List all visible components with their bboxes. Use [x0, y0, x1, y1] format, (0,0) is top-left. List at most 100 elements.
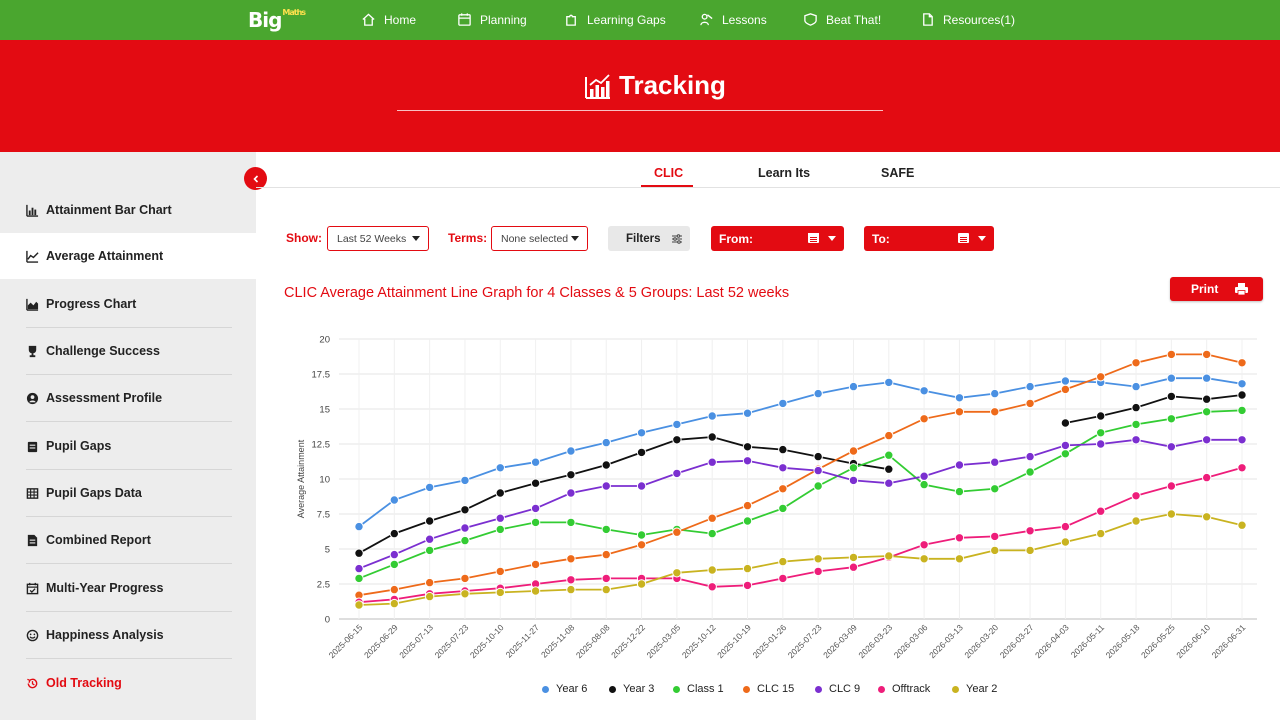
data-point	[1237, 520, 1247, 530]
data-point	[813, 554, 823, 564]
nav-home[interactable]: Home	[361, 12, 416, 27]
table-icon	[26, 487, 39, 499]
show-label: Show:	[286, 231, 322, 245]
data-point	[601, 573, 611, 584]
sidebar-item-pupil-gaps[interactable]: Pupil Gaps	[0, 423, 256, 469]
data-point	[1096, 428, 1106, 438]
calendar-icon	[808, 233, 819, 243]
legend-item[interactable]: CLC 9	[815, 683, 860, 695]
data-point	[778, 398, 788, 409]
data-point	[954, 554, 965, 564]
terms-select[interactable]: None selected	[491, 226, 588, 251]
data-point	[990, 388, 1000, 399]
from-date-picker[interactable]: From:	[711, 226, 844, 251]
series-line-year-3	[358, 436, 889, 554]
sidebar-item-label: Happiness Analysis	[46, 628, 164, 642]
sidebar-item-label: Pupil Gaps	[46, 439, 112, 453]
y-tick-label: 12.5	[312, 440, 331, 451]
data-point	[884, 464, 894, 474]
page-title: Tracking	[583, 70, 726, 101]
data-point	[389, 584, 400, 595]
nav-lessons[interactable]: Lessons	[699, 12, 767, 27]
data-point	[1201, 512, 1212, 522]
nav-lessons-label: Lessons	[722, 12, 767, 27]
top-nav-bar: BigMaths Home Planning Learning Gaps Les…	[0, 0, 1280, 40]
data-point	[1096, 377, 1106, 388]
data-point	[566, 470, 576, 480]
caret-down-icon	[412, 236, 420, 241]
data-point	[424, 482, 435, 493]
sidebar-item-old-tracking[interactable]: Old Tracking	[0, 660, 256, 706]
show-select[interactable]: Last 52 Weeks	[327, 226, 429, 251]
data-point	[601, 481, 611, 491]
page-title-text: Tracking	[619, 70, 726, 100]
report-icon	[27, 534, 38, 546]
to-label: To:	[872, 231, 890, 246]
big-maths-logo[interactable]: BigMaths	[248, 8, 306, 32]
legend-item[interactable]: CLC 15	[743, 683, 794, 695]
data-point	[954, 533, 965, 543]
active-tab-indicator	[641, 185, 693, 187]
legend-item[interactable]: Year 6	[542, 683, 587, 695]
data-point	[848, 446, 859, 456]
x-tick-label: 2026-05-11	[1069, 622, 1107, 660]
data-point	[601, 460, 611, 470]
nav-learning-gaps[interactable]: Learning Gaps	[564, 12, 666, 27]
data-point	[495, 566, 505, 577]
legend-item[interactable]: Year 3	[609, 683, 654, 695]
y-tick-label: 10	[319, 475, 330, 486]
filters-button[interactable]: Filters	[608, 226, 690, 251]
series-line-year-2	[358, 513, 1243, 606]
sidebar-item-label: Progress Chart	[46, 297, 137, 311]
tab-learn-its[interactable]: Learn Its	[758, 166, 811, 180]
sidebar-item-progress-chart[interactable]: Progress Chart	[0, 281, 256, 327]
sidebar-item-attainment-bar-chart[interactable]: Attainment Bar Chart	[0, 187, 256, 233]
x-tick-label: 2026-06-10	[1174, 622, 1212, 660]
nav-planning[interactable]: Planning	[457, 12, 527, 27]
to-date-picker[interactable]: To:	[864, 226, 994, 251]
data-point	[530, 457, 541, 467]
print-button[interactable]: Print	[1170, 277, 1263, 301]
data-point	[1166, 349, 1177, 360]
tab-safe[interactable]: SAFE	[881, 166, 915, 180]
x-tick-label: 2025-06-29	[362, 622, 400, 660]
data-point	[954, 393, 965, 403]
sidebar-item-multi-year-progress[interactable]: Multi-Year Progress	[0, 565, 256, 611]
nav-beat-that[interactable]: Beat That!	[803, 12, 881, 27]
legend-item[interactable]: Offtrack	[878, 683, 930, 695]
nav-beat-that-label: Beat That!	[826, 12, 882, 27]
data-point	[1060, 418, 1071, 428]
user-circle-icon	[26, 392, 39, 404]
sidebar-item-happiness-analysis[interactable]: Happiness Analysis	[0, 612, 256, 658]
sidebar-item-combined-report[interactable]: Combined Report	[0, 517, 256, 563]
sidebar-item-challenge-success[interactable]: Challenge Success	[0, 328, 256, 374]
legend-item[interactable]: Class 1	[673, 683, 724, 695]
sidebar-collapse-button[interactable]	[244, 167, 267, 190]
data-point	[1166, 481, 1177, 491]
from-label: From:	[719, 231, 753, 246]
data-point	[354, 548, 364, 558]
data-point	[707, 528, 717, 539]
sidebar-item-pupil-gaps-data[interactable]: Pupil Gaps Data	[0, 470, 256, 516]
legend-label: Year 3	[623, 683, 655, 695]
sidebar: Attainment Bar Chart Average Attainment …	[0, 152, 256, 720]
data-point	[742, 516, 753, 526]
sidebar-divider	[26, 611, 232, 612]
data-point	[389, 528, 400, 539]
y-tick-label: 5	[325, 545, 330, 556]
sidebar-item-average-attainment[interactable]: Average Attainment	[0, 233, 256, 279]
data-point	[601, 437, 611, 448]
data-point	[1096, 411, 1106, 421]
sidebar-divider	[26, 516, 232, 517]
legend-item[interactable]: Year 2	[952, 683, 997, 695]
show-select-value: Last 52 Weeks	[337, 232, 407, 245]
data-point	[813, 464, 823, 474]
data-point	[460, 505, 470, 515]
sidebar-item-assessment-profile[interactable]: Assessment Profile	[0, 375, 256, 421]
data-point	[636, 481, 647, 491]
data-point	[672, 419, 682, 430]
nav-resources[interactable]: Resources(1)	[920, 12, 1015, 27]
tab-clic[interactable]: CLIC	[654, 166, 684, 180]
data-point	[1166, 373, 1177, 383]
data-point	[884, 478, 894, 488]
